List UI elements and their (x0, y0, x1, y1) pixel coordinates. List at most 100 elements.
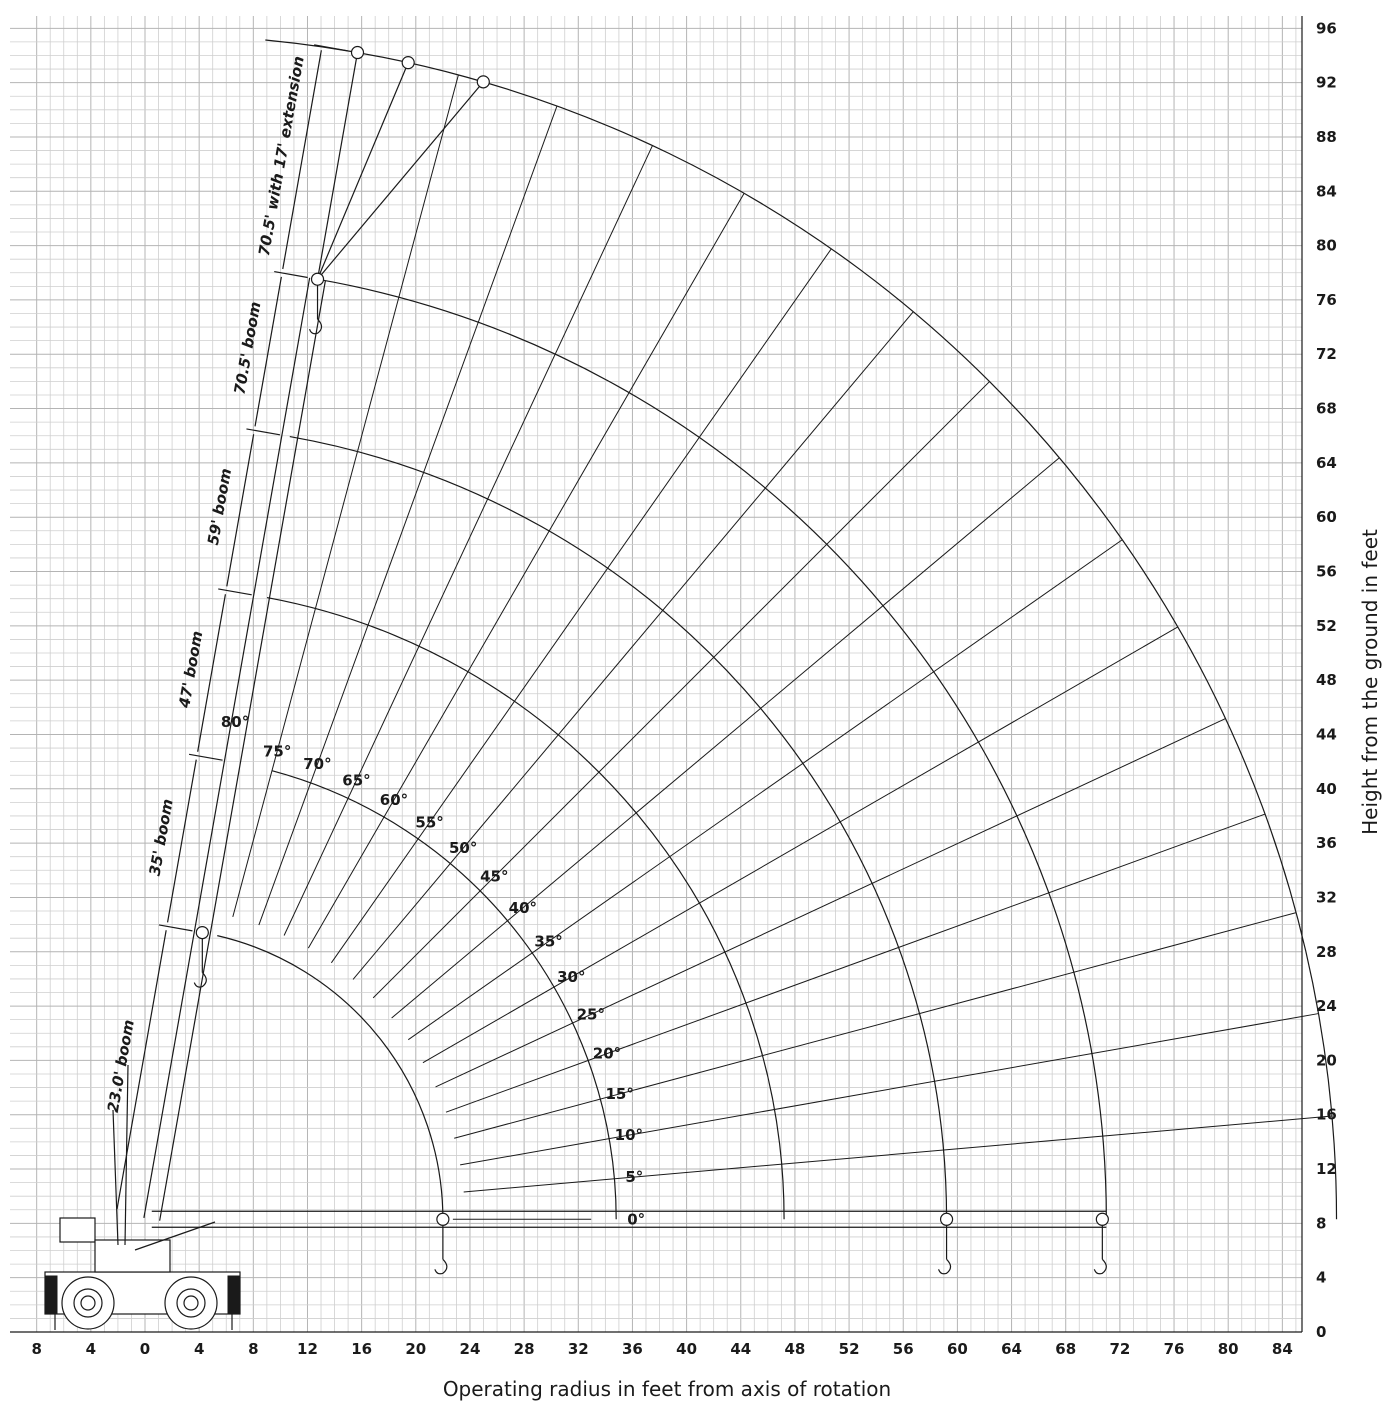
jib-extension (317, 81, 484, 280)
crane-illustration (44, 1064, 241, 1330)
hook (308, 318, 323, 335)
boom-dimension-tick (314, 44, 348, 52)
y-tick-label: 28 (1316, 943, 1337, 961)
boom-angle-lines (232, 74, 1333, 1220)
boom-dimension-line (282, 50, 322, 270)
y-axis-title: Height from the ground in feet (1358, 529, 1382, 835)
sheave (195, 925, 209, 940)
y-tick-label: 52 (1316, 617, 1337, 635)
x-tick-label: 28 (514, 1340, 535, 1358)
x-tick-label: 56 (893, 1340, 914, 1358)
outrigger-right (227, 1275, 241, 1315)
angle-label: 25° (577, 1006, 605, 1024)
x-tick-label: 84 (1272, 1340, 1293, 1358)
x-tick-label: 68 (1055, 1340, 1076, 1358)
y-tick-label: 44 (1316, 725, 1337, 743)
jib-sheave (350, 45, 365, 60)
angle-line (391, 457, 1060, 1019)
y-tick-label: 8 (1316, 1214, 1326, 1232)
sheave (436, 1212, 450, 1226)
turret (94, 1239, 171, 1273)
y-tick-label: 48 (1316, 671, 1337, 689)
reach-arc (217, 935, 444, 1220)
sheave (939, 1212, 954, 1226)
boom-dimension-tick (246, 428, 281, 436)
boom-dimension-line (226, 434, 255, 587)
x-tick-label: 20 (405, 1340, 426, 1358)
jib-sheave (401, 56, 415, 70)
y-tick-label: 84 (1316, 182, 1337, 200)
angle-line (422, 626, 1179, 1064)
angle-label: 55° (415, 813, 443, 831)
y-tick-label: 96 (1316, 19, 1337, 37)
angle-label: 80° (221, 713, 249, 731)
boom-dimension-tick (218, 588, 252, 596)
boom-dimension-line (197, 594, 227, 752)
angle-label: 45° (480, 868, 508, 886)
x-tick-label: 60 (947, 1340, 968, 1358)
boom-reach-arcs (217, 39, 1338, 1220)
y-tick-label: 12 (1316, 1160, 1337, 1178)
x-tick-label: 72 (1109, 1340, 1130, 1358)
reach-arc (271, 770, 617, 1220)
boom-length-label: 59' boom (204, 467, 235, 547)
angle-label: 40° (509, 899, 537, 917)
angle-line (307, 193, 745, 949)
sheave (310, 272, 325, 286)
angle-label: 20° (593, 1045, 621, 1063)
x-tick-label: 80 (1218, 1340, 1239, 1358)
angle-line (330, 248, 832, 964)
boom-edge (159, 280, 326, 1221)
boom-length-label: 70.5' with 17' extension (255, 55, 308, 258)
x-tick-label: 8 (248, 1340, 258, 1358)
angle-label: 35° (534, 932, 562, 950)
hook (434, 1258, 448, 1275)
boom-dimension-tick (158, 924, 193, 932)
x-tick-label: 12 (297, 1340, 318, 1358)
angle-line (372, 381, 990, 999)
angle-line (258, 105, 558, 926)
lift-cylinder (124, 1064, 129, 1246)
y-tick-label: 4 (1316, 1269, 1326, 1287)
angle-label: 70° (303, 755, 331, 773)
angle-label: 5° (625, 1168, 643, 1186)
angle-label: 0° (627, 1210, 645, 1228)
angle-line (460, 1013, 1319, 1166)
y-tick-label: 60 (1316, 508, 1337, 526)
x-tick-label: 64 (1001, 1340, 1022, 1358)
boom-sections (143, 45, 1107, 1228)
angle-line (407, 539, 1123, 1041)
x-tick-label: 76 (1164, 1340, 1185, 1358)
x-tick-label: 0 (140, 1340, 150, 1358)
angle-labels: 0° 5° 10° 15° 20° 25° 30° 35° 40°45°50° 55° 60° 65°… (221, 713, 645, 1229)
x-axis-title: Operating radius in feet from axis of ro… (443, 1377, 891, 1401)
y-tick-label: 72 (1316, 345, 1337, 363)
x-tick-label: 24 (460, 1340, 481, 1358)
y-tick-label: 76 (1316, 291, 1337, 309)
boom-dimension-tick (188, 753, 223, 761)
jib-sheave (476, 75, 490, 89)
x-tick-label: 52 (839, 1340, 860, 1358)
x-tick-label: 4 (194, 1340, 204, 1358)
reach-arc (265, 39, 1338, 1220)
angle-label: 15° (605, 1085, 633, 1103)
hook (937, 1258, 952, 1275)
angle-label: 60° (380, 791, 408, 809)
reach-arc (266, 596, 785, 1220)
angle-line (435, 718, 1226, 1088)
boom-edge (143, 277, 311, 1219)
y-tick-label: 80 (1316, 237, 1337, 255)
boom-length-label: 47' boom (175, 630, 206, 711)
x-axis-ticks: 8 4 0 4 8 12 16 20 24 28 32 36 40 44 48 52 56 60 64 68 72 76 8… (31, 1340, 1292, 1358)
angle-label: 30° (557, 968, 585, 986)
y-tick-label: 36 (1316, 834, 1337, 852)
angle-label: 65° (342, 771, 370, 789)
y-tick-label: 88 (1316, 128, 1337, 146)
hook (193, 972, 207, 988)
x-tick-label: 36 (622, 1340, 643, 1358)
x-tick-label: 4 (86, 1340, 96, 1358)
boom-dimension-line (254, 276, 282, 427)
y-tick-label: 32 (1316, 888, 1337, 906)
jib-extension (316, 52, 359, 280)
